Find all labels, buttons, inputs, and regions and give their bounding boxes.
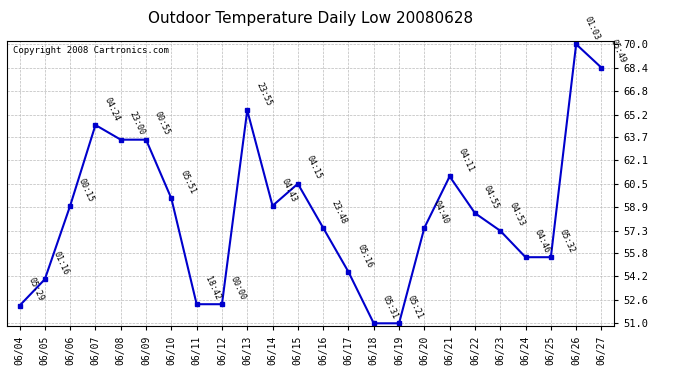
Text: Copyright 2008 Cartronics.com: Copyright 2008 Cartronics.com (13, 45, 169, 54)
Text: 04:46: 04:46 (533, 228, 551, 254)
Text: 04:11: 04:11 (457, 147, 475, 174)
Text: 04:53: 04:53 (507, 201, 526, 228)
Text: 05:16: 05:16 (355, 243, 374, 269)
Text: 00:00: 00:00 (229, 275, 248, 302)
Text: 23:55: 23:55 (254, 81, 273, 108)
Text: 01:03: 01:03 (583, 15, 602, 41)
Text: 05:21: 05:21 (406, 294, 425, 321)
Text: 01:16: 01:16 (52, 250, 70, 276)
Text: 05:51: 05:51 (178, 169, 197, 196)
Text: 04:43: 04:43 (279, 177, 298, 203)
Text: 05:31: 05:31 (381, 294, 400, 321)
Text: 18:42: 18:42 (204, 275, 222, 302)
Text: 04:40: 04:40 (431, 199, 450, 225)
Text: 05:32: 05:32 (558, 228, 577, 254)
Text: 00:15: 00:15 (77, 177, 96, 203)
Text: 04:15: 04:15 (305, 154, 324, 181)
Text: 05:49: 05:49 (609, 39, 627, 65)
Text: 00:55: 00:55 (153, 111, 172, 137)
Text: Outdoor Temperature Daily Low 20080628: Outdoor Temperature Daily Low 20080628 (148, 11, 473, 26)
Text: 04:55: 04:55 (482, 184, 501, 210)
Text: 23:00: 23:00 (128, 111, 146, 137)
Text: 23:48: 23:48 (330, 199, 349, 225)
Text: 05:29: 05:29 (26, 276, 46, 303)
Text: 04:24: 04:24 (102, 96, 121, 122)
